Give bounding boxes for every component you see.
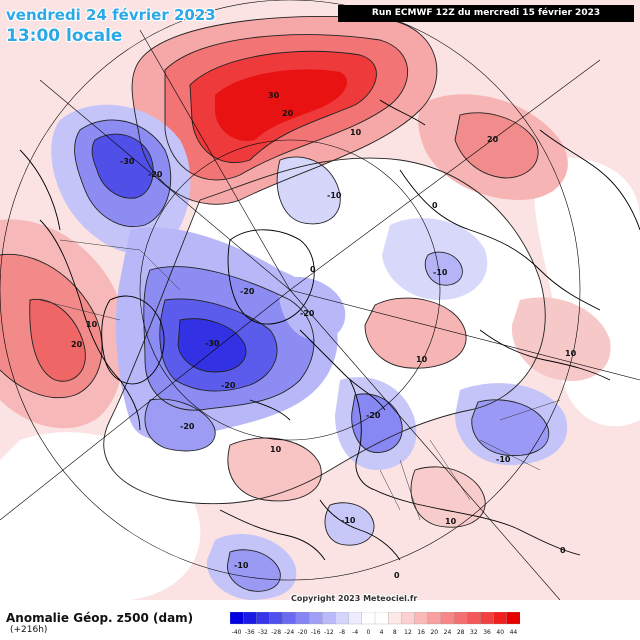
atlantic-high (227, 437, 322, 501)
graticule (0, 0, 640, 600)
model-run-label: Run ECMWF 12Z du mercredi 15 février 202… (338, 5, 634, 22)
legend-swatch (282, 612, 297, 625)
legend-swatch (374, 612, 389, 625)
color-legend: -40 -36 -32 -28 -24 -20 -16 -12 -8 -4 0 4 8 12 16 20 24 2… (230, 612, 520, 636)
legend-swatch (440, 612, 455, 625)
legend-swatch (322, 612, 336, 625)
legend-swatch (414, 612, 429, 625)
label-greenland-high-30: 30 (268, 91, 280, 100)
legend-swatch (348, 612, 363, 625)
label-zero-a: 0 (432, 201, 438, 210)
legend-swatch (308, 612, 323, 625)
legend-ticks: -40 -36 -32 -28 -24 -20 -16 -12 -8 -4 0 4 8 12 16 20 24 2… (232, 629, 518, 636)
legend-tick-label: 28 (457, 629, 465, 636)
legend-swatch (427, 612, 442, 625)
label-canada-low-20c: -20 (180, 422, 195, 431)
legend-tick-label: -28 (271, 629, 281, 636)
legend-swatch (256, 612, 270, 625)
legend-swatch (401, 612, 415, 625)
label-central-asia-high-10a: 10 (416, 355, 428, 364)
legend-swatch (295, 612, 310, 625)
legend-swatch (269, 612, 284, 625)
legend-tick-label: 0 (366, 629, 370, 636)
legend-swatch (506, 612, 520, 625)
legend-tick-label: 12 (404, 629, 412, 636)
label-zero-c: 0 (560, 546, 566, 555)
legend-tick-label: -8 (339, 629, 345, 636)
label-central-asia-high-10b: 10 (565, 349, 577, 358)
legend-tick-label: -12 (324, 629, 334, 636)
legend-tick-label: -16 (311, 629, 321, 636)
label-alaska-low-20: -20 (148, 170, 163, 179)
legend-tick-label: -20 (298, 629, 308, 636)
legend-tick-label: -36 (245, 629, 255, 636)
label-siberia-high-20: 20 (487, 135, 499, 144)
legend-tick-label: 16 (417, 629, 425, 636)
legend-swatch (230, 612, 244, 625)
legend-swatch (361, 612, 376, 625)
label-canada-low-20d: -20 (240, 287, 255, 296)
copyright-label: Copyright 2023 Meteociel.fr (291, 594, 418, 603)
label-scandinavia-low-20: -20 (366, 411, 381, 420)
legend-swatch (493, 612, 508, 625)
contour-lines (0, 15, 550, 592)
label-atlantic-high-10b: 10 (445, 517, 457, 526)
contour-labels: 30 20 10 -30 -20 20 10 -30 -20 -20 -20 -… (71, 91, 577, 580)
label-na-high-10: 10 (86, 320, 98, 329)
variable-label: Anomalie Géop. z500 (dam) (6, 611, 194, 625)
legend-tick-label: -24 (284, 629, 294, 636)
legend-swatch (480, 612, 495, 625)
legend-tick-label: 44 (510, 629, 518, 636)
neutral-zone-atlantic (0, 432, 201, 600)
coastlines (19, 99, 640, 561)
legend-tick-label: 24 (444, 629, 452, 636)
legend-swatch (335, 612, 350, 625)
legend-tick-label: 20 (430, 629, 438, 636)
label-canada-low-20b: -20 (221, 381, 236, 390)
label-greenland-high-20: 20 (282, 109, 294, 118)
label-north-atlantic-low-10: -10 (327, 191, 342, 200)
label-east-siberia-low-10: -10 (433, 268, 448, 277)
anomaly-map: 30 20 10 -30 -20 20 10 -30 -20 -20 -20 -… (0, 0, 640, 600)
legend-swatch (453, 612, 468, 625)
legend-tick-label: 4 (380, 629, 384, 636)
mediterranean-low (325, 502, 375, 546)
label-canada-low-20a: -20 (300, 309, 315, 318)
forecast-time: 13:00 locale (6, 26, 123, 46)
legend-swatch (388, 612, 402, 625)
legend-tick-label: 36 (483, 629, 491, 636)
label-na-high-20: 20 (71, 340, 83, 349)
label-greenland-high-10: 10 (350, 128, 362, 137)
label-zero-d: 0 (394, 571, 400, 580)
label-zero-b: 0 (310, 265, 316, 274)
legend-swatch (467, 612, 481, 625)
legend-tick-label: -32 (258, 629, 268, 636)
label-russia-low-10: -10 (496, 455, 511, 464)
legend-swatch (243, 612, 257, 625)
legend-tick-label: -4 (352, 629, 358, 636)
legend-tick-label: 8 (393, 629, 397, 636)
legend-tick-label: 32 (470, 629, 478, 636)
forecast-date: vendredi 24 février 2023 (6, 6, 216, 24)
label-alaska-low-30: -30 (120, 157, 135, 166)
legend-tick-label: 40 (496, 629, 504, 636)
label-atlantic-high-10a: 10 (270, 445, 282, 454)
lead-time-label: (+216h) (10, 625, 48, 635)
borders (39, 239, 561, 521)
label-atlantic-low-10: -10 (234, 561, 249, 570)
north-atlantic-low (277, 156, 341, 224)
label-canada-low-30: -30 (205, 339, 220, 348)
legend-swatches (230, 612, 520, 625)
label-mediterranean-low-10: -10 (341, 516, 356, 525)
legend-tick-label: -40 (232, 629, 242, 636)
